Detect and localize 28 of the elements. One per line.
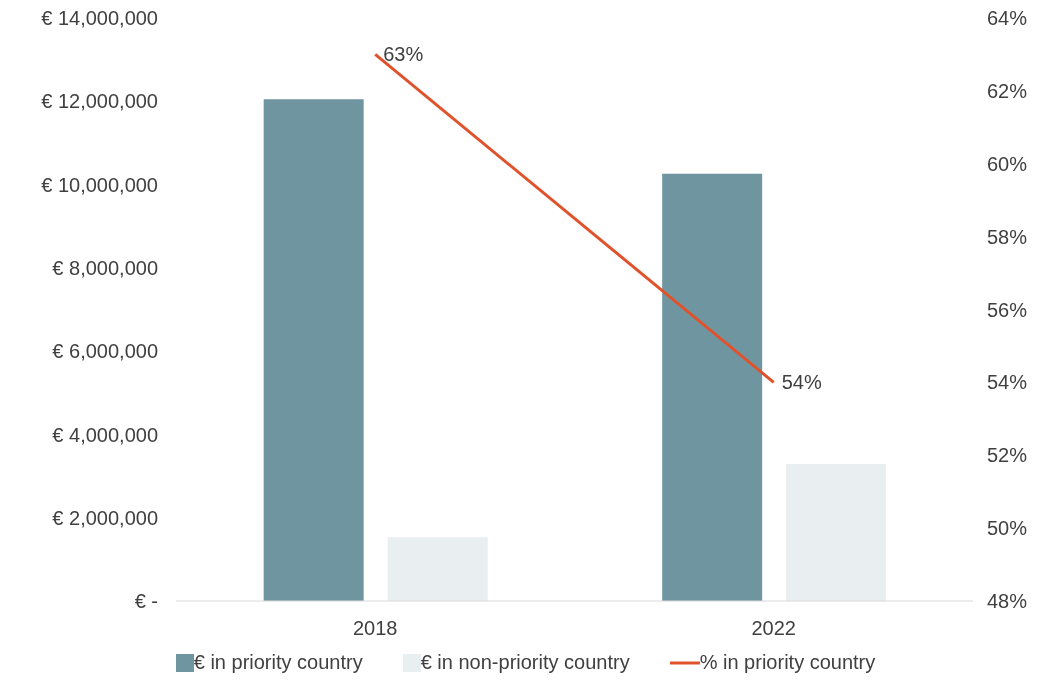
y2-tick-label: 48% [987, 590, 1028, 613]
legend-label: % in priority country [699, 651, 876, 674]
y-tick-label: € 4,000,000 [52, 423, 158, 446]
data-label: 63% [383, 43, 424, 66]
y2-tick-label: 58% [987, 225, 1028, 248]
y-tick-label: € 2,000,000 [52, 506, 158, 529]
y-tick-label: € 8,000,000 [52, 256, 158, 279]
y2-tick-label: 56% [987, 298, 1028, 321]
y2-tick-label: 64% [987, 7, 1028, 30]
y-tick-label: € 12,000,000 [41, 90, 158, 113]
bar [387, 537, 488, 601]
y2-tick-label: 62% [987, 79, 1028, 102]
y-tick-label: € 14,000,000 [41, 7, 158, 30]
bar [263, 99, 364, 601]
y-tick-label: € 10,000,000 [41, 173, 158, 196]
legend-label: € in priority country [193, 651, 363, 674]
legend-label: € in non-priority country [420, 651, 630, 674]
x-tick-label: 2018 [353, 617, 398, 640]
bar [786, 464, 887, 601]
x-tick-label: 2022 [751, 617, 796, 640]
y2-tick-label: 54% [987, 371, 1028, 394]
y-tick-label: € - [134, 590, 158, 613]
y2-tick-label: 60% [987, 152, 1028, 175]
data-label: 54% [781, 371, 822, 394]
bar [662, 173, 763, 601]
y2-tick-label: 52% [987, 444, 1028, 467]
y-tick-label: € 6,000,000 [52, 340, 158, 363]
y2-tick-label: 50% [987, 517, 1028, 540]
